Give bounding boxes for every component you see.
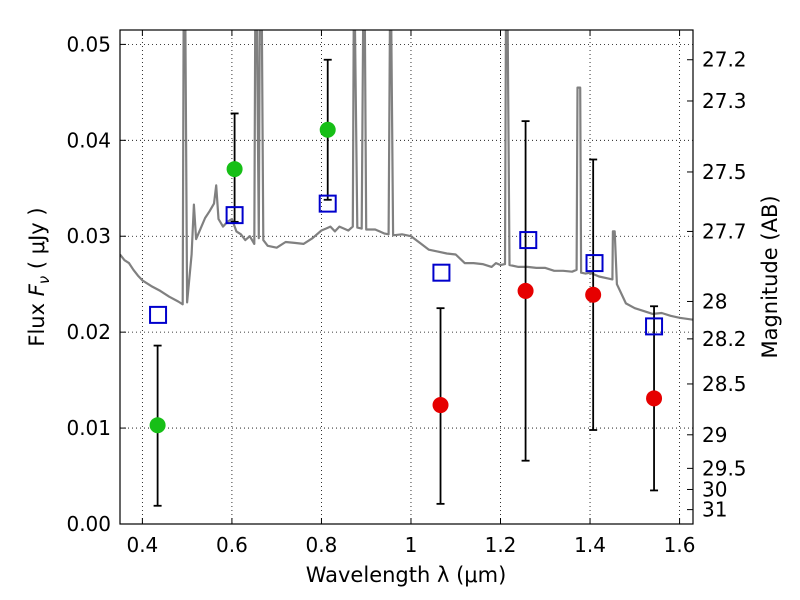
y-tick-label-1: 0.01	[66, 416, 111, 440]
photometry-point-0	[149, 417, 166, 434]
model-band-box-2	[318, 194, 337, 213]
photometry-point-4	[517, 282, 534, 299]
x-tick-label-6: 1.6	[664, 533, 696, 557]
model-spectrum-line	[120, 30, 693, 321]
model-band-box-1	[225, 206, 244, 225]
x-axis-ticks: 0.4 0.6 0.8 1 1.2 1.4 1.6	[126, 30, 695, 557]
x-tick-label-0: 0.4	[126, 533, 158, 557]
y2-tick-label-10: 31	[702, 498, 727, 522]
photometry-point-2	[319, 121, 336, 138]
y-tick-label-4: 0.04	[66, 128, 111, 152]
y2-tick-label-0: 27.2	[702, 48, 747, 72]
model-band-flux-series	[149, 194, 664, 336]
y-axis-ticks: 0.00 0.01 0.02 0.03 0.04 0.05	[66, 32, 126, 536]
x-tick-label-3: 1	[405, 533, 418, 557]
model-band-box-6	[645, 317, 664, 336]
photometry-point-1	[226, 161, 243, 178]
photometry-point-6	[646, 390, 663, 407]
y2-tick-label-5: 28.2	[702, 327, 747, 351]
y2-tick-label-3: 27.7	[702, 219, 747, 243]
x-tick-label-2: 0.8	[306, 533, 338, 557]
y-tick-label-5: 0.05	[66, 32, 111, 56]
y2-tick-label-6: 28.5	[702, 372, 747, 396]
y2-tick-label-8: 29.5	[702, 456, 747, 480]
x-axis-label: Wavelength λ (μm)	[306, 563, 507, 587]
y-tick-label-3: 0.03	[66, 224, 111, 248]
model-band-box-5	[585, 254, 604, 273]
photometry-points-series	[149, 121, 663, 434]
y-tick-label-2: 0.02	[66, 320, 111, 344]
model-band-box-4	[519, 231, 538, 250]
model-spectrum-series	[120, 30, 693, 321]
model-band-box-0	[149, 305, 168, 324]
y2-axis-label: Magnitude (AB)	[758, 195, 782, 358]
y-axis-label: Flux Fν ( μJy )	[25, 207, 53, 346]
photometry-point-5	[585, 286, 602, 303]
x-tick-label-1: 0.6	[216, 533, 248, 557]
y2-tick-label-7: 29	[702, 423, 727, 447]
plot-background	[120, 30, 693, 524]
y2-tick-label-1: 27.3	[702, 89, 747, 113]
y2-tick-label-2: 27.5	[702, 160, 747, 184]
y2-tick-label-4: 28	[702, 289, 727, 313]
x-tick-label-5: 1.4	[574, 533, 606, 557]
y-tick-label-0: 0.00	[66, 512, 111, 536]
model-band-box-3	[432, 263, 451, 282]
plot-frame	[119, 29, 694, 525]
x-tick-label-4: 1.2	[485, 533, 517, 557]
y2-tick-label-9: 30	[702, 477, 727, 501]
photometry-point-3	[432, 397, 449, 414]
